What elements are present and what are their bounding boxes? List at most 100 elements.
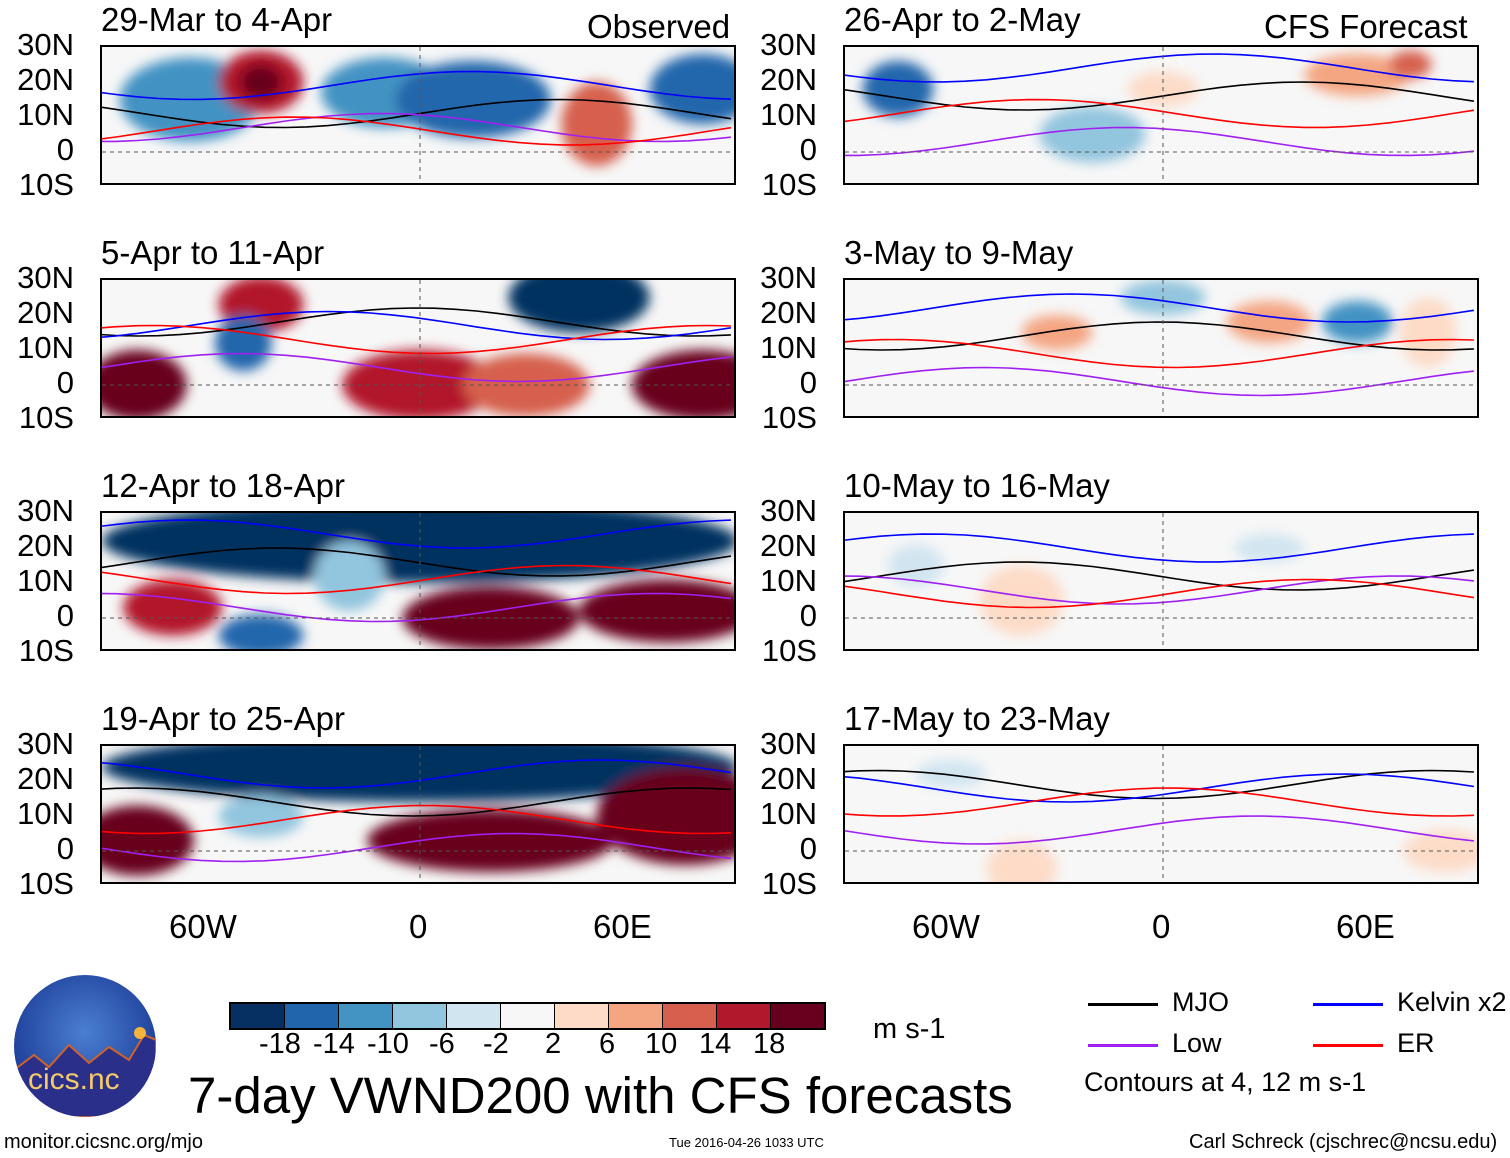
anomaly-region bbox=[915, 760, 987, 788]
mjo-contour bbox=[845, 81, 1475, 111]
footer-url[interactable]: monitor.cicsnc.org/mjo bbox=[4, 1131, 203, 1153]
footer-timestamp: Tue 2016-04-26 1033 UTC bbox=[669, 1135, 824, 1150]
colorbar-tick-label: -14 bbox=[313, 1028, 355, 1060]
kelvin-x2-contour bbox=[102, 70, 731, 101]
anomaly-region bbox=[579, 579, 734, 643]
anomaly-region bbox=[218, 795, 304, 837]
anomaly-region bbox=[402, 586, 579, 649]
lon-tick-label: 0 bbox=[409, 908, 428, 945]
observed-panel-title: 19-Apr to 25-Apr bbox=[101, 700, 345, 737]
lat-tick-label: 0 bbox=[799, 598, 817, 633]
anomaly-region bbox=[508, 280, 650, 333]
low-contour bbox=[102, 592, 731, 623]
lat-tick-label: 20N bbox=[760, 528, 817, 563]
lat-tick-label: 10S bbox=[761, 633, 817, 668]
legend-swatch bbox=[1313, 1044, 1383, 1047]
colorbar-tick-label: -18 bbox=[259, 1028, 301, 1060]
lat-tick-label: 20N bbox=[17, 761, 74, 796]
colorbar-tick-label: 14 bbox=[699, 1028, 732, 1060]
contour-note: Contours at 4, 12 m s-1 bbox=[1084, 1067, 1367, 1097]
mjo-contour bbox=[102, 787, 731, 817]
colorbar-swatch bbox=[663, 1004, 717, 1028]
colorbar-swatch bbox=[447, 1004, 501, 1028]
mjo-contour bbox=[102, 547, 732, 577]
forecast-map-panel bbox=[843, 278, 1479, 418]
colorbar-swatch bbox=[339, 1004, 393, 1028]
forecast-panel-title: 3-May to 9-May bbox=[844, 234, 1074, 271]
forecast-panel-title: 17-May to 23-May bbox=[844, 700, 1110, 737]
er-contour bbox=[102, 804, 731, 835]
lat-tick-label: 10S bbox=[18, 633, 74, 668]
low-contour bbox=[102, 112, 731, 143]
lat-tick-label: 30N bbox=[17, 726, 74, 761]
lat-tick-label: 10N bbox=[760, 97, 817, 132]
legend-label: MJO bbox=[1172, 987, 1229, 1017]
low-contour bbox=[845, 126, 1474, 157]
anomaly-region bbox=[342, 350, 498, 416]
lat-tick-label: 20N bbox=[17, 295, 74, 330]
legend-label: Kelvin x2 bbox=[1397, 987, 1507, 1017]
kelvin-x2-contour bbox=[845, 293, 1475, 323]
legend-swatch bbox=[1088, 1003, 1158, 1006]
lat-tick-label: 0 bbox=[56, 365, 74, 400]
anomaly-region bbox=[1399, 297, 1457, 368]
lat-tick-label: 10N bbox=[17, 330, 74, 365]
lat-tick-label: 0 bbox=[799, 831, 817, 866]
lat-tick-label: 10S bbox=[18, 866, 74, 901]
colorbar-swatch bbox=[717, 1004, 771, 1028]
anomaly-region bbox=[123, 579, 223, 636]
lat-tick-label: 10N bbox=[760, 563, 817, 598]
lat-tick-label: 10S bbox=[18, 400, 74, 435]
forecast-map-panel bbox=[843, 45, 1479, 185]
lat-tick-label: 10S bbox=[761, 866, 817, 901]
er-contour bbox=[102, 116, 732, 146]
lon-tick-label: 60W bbox=[912, 908, 980, 945]
lat-tick-label: 10S bbox=[18, 167, 74, 202]
anomaly-region bbox=[986, 840, 1057, 882]
lat-tick-label: 10N bbox=[760, 330, 817, 365]
anomaly-region bbox=[367, 809, 615, 872]
lat-tick-label: 10S bbox=[761, 400, 817, 435]
colorbar bbox=[229, 1002, 826, 1030]
kelvin-x2-contour bbox=[845, 533, 1474, 563]
lat-tick-label: 30N bbox=[760, 260, 817, 295]
forecast-map-panel bbox=[843, 744, 1479, 884]
lat-tick-label: 30N bbox=[760, 726, 817, 761]
lat-tick-label: 20N bbox=[17, 62, 74, 97]
lat-tick-label: 0 bbox=[799, 132, 817, 167]
lat-tick-label: 0 bbox=[56, 598, 74, 633]
lat-tick-label: 0 bbox=[799, 365, 817, 400]
colorbar-tick-label: -6 bbox=[429, 1028, 455, 1060]
anomaly-region bbox=[1389, 50, 1432, 79]
observed-panel-title: 5-Apr to 11-Apr bbox=[101, 234, 325, 271]
er-contour bbox=[845, 338, 1474, 369]
observed-map-panel bbox=[100, 278, 736, 418]
observed-map-panel bbox=[100, 45, 736, 185]
anomaly-region bbox=[239, 64, 283, 100]
forecast-panel-title: 26-Apr to 2-May bbox=[844, 1, 1081, 38]
colorbar-swatch bbox=[771, 1004, 824, 1028]
low-contour bbox=[102, 352, 731, 383]
kelvin-x2-contour bbox=[102, 310, 732, 341]
lat-tick-label: 20N bbox=[17, 528, 74, 563]
anomaly-region bbox=[314, 541, 385, 611]
lon-tick-label: 60E bbox=[593, 908, 652, 945]
er-contour bbox=[102, 564, 732, 595]
kelvin-x2-contour bbox=[102, 519, 731, 549]
lon-tick-label: 60W bbox=[169, 908, 237, 945]
forecast-label: CFS Forecast bbox=[1264, 8, 1468, 45]
lat-tick-label: 20N bbox=[760, 62, 817, 97]
figure-title: 7-day VWND200 with CFS forecasts bbox=[188, 1067, 1013, 1124]
cics-logo: cics.nc bbox=[14, 975, 156, 1117]
anomaly-region bbox=[218, 614, 304, 649]
lat-tick-label: 10S bbox=[761, 167, 817, 202]
anomaly-region bbox=[102, 513, 734, 583]
anomaly-region bbox=[632, 350, 734, 416]
lat-tick-label: 0 bbox=[56, 132, 74, 167]
lat-tick-label: 30N bbox=[760, 27, 817, 62]
low-contour bbox=[102, 832, 731, 863]
anomaly-region bbox=[561, 82, 632, 166]
lat-tick-label: 30N bbox=[760, 493, 817, 528]
anomaly-region bbox=[1226, 301, 1312, 343]
lat-tick-label: 10N bbox=[17, 563, 74, 598]
